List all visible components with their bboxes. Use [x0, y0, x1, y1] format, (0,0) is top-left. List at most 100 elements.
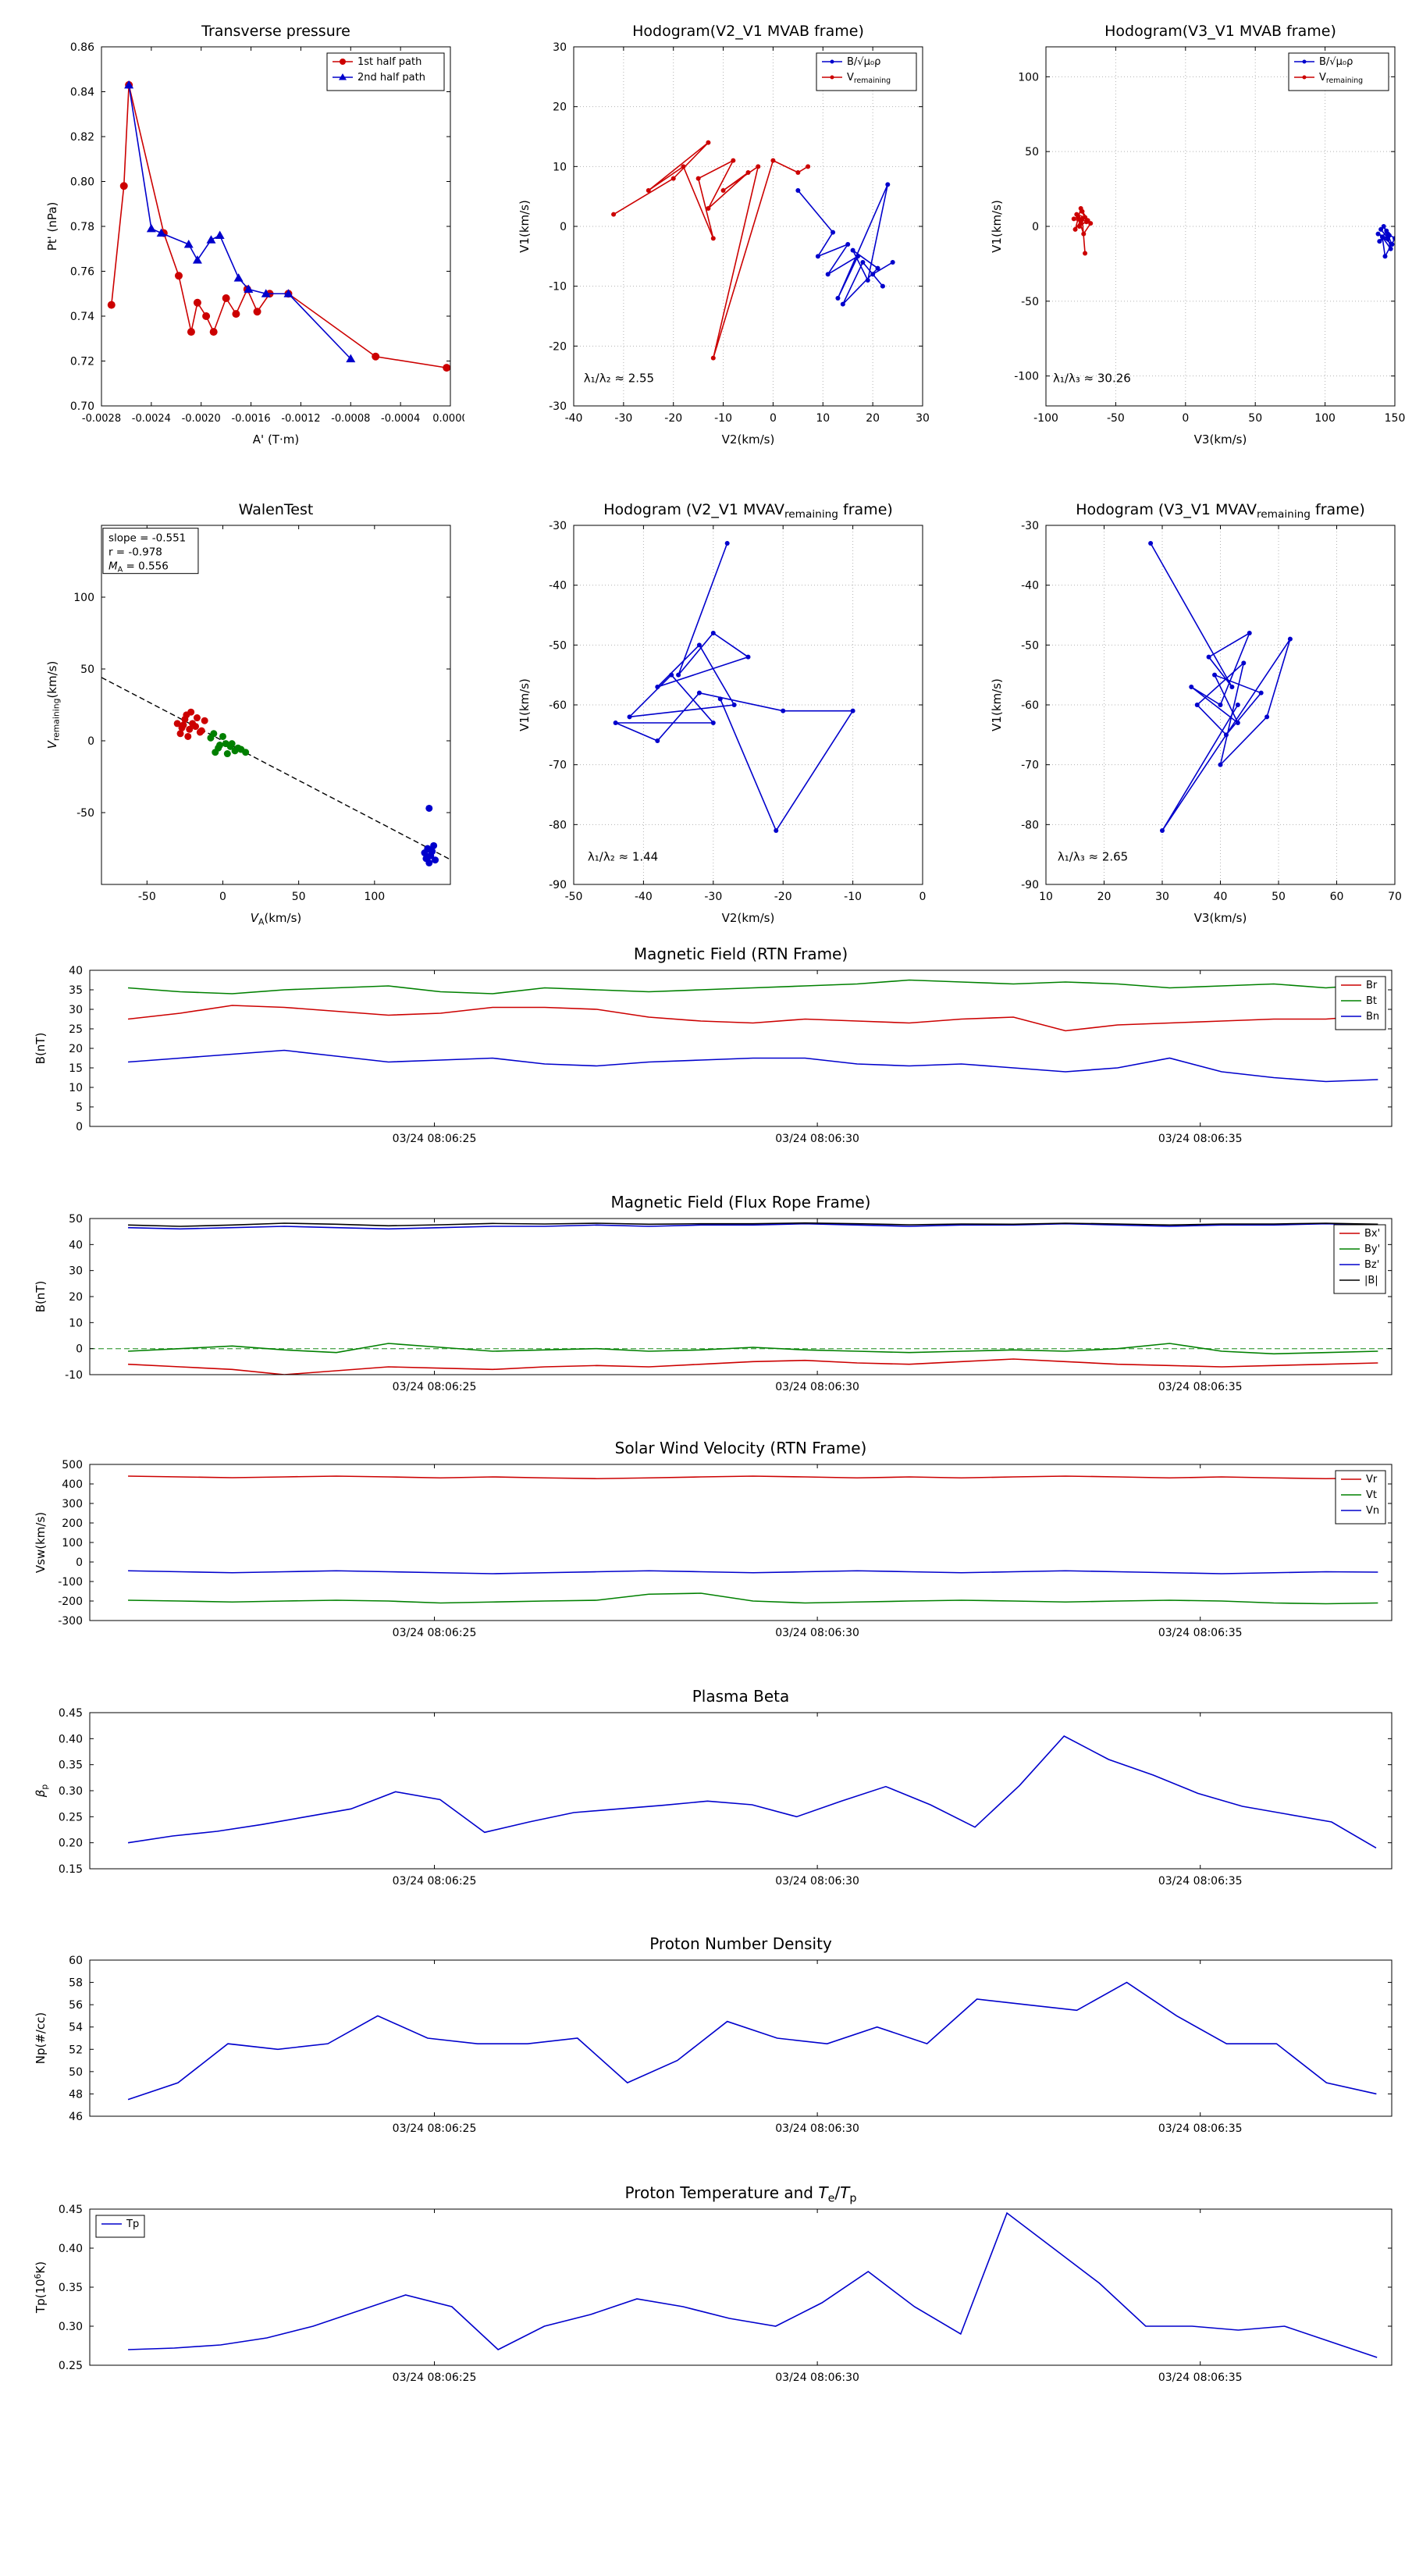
svg-text:400: 400 — [62, 1478, 83, 1491]
svg-text:03/24 08:06:25: 03/24 08:06:25 — [393, 1875, 477, 1888]
svg-text:50: 50 — [292, 891, 306, 903]
svg-text:300: 300 — [62, 1498, 83, 1510]
svg-text:-50: -50 — [565, 891, 583, 903]
svg-text:-10: -10 — [844, 891, 862, 903]
svg-text:VA(km/s): VA(km/s) — [251, 911, 302, 927]
chart-hodogram-v3v1-mvav: 10 20 30 40 50 60 70 -90 -80 -70 -60 -50 -40 -30 Hodog… — [972, 490, 1405, 951]
svg-text:0: 0 — [76, 1343, 83, 1356]
svg-text:70: 70 — [1388, 891, 1402, 903]
chart-hodogram-v3v1-mvab: -100 -50 0 50 100 150 -100 -50 0 50 100 Hodogram(V3… — [972, 12, 1405, 472]
svg-text:Tp: Tp — [126, 2218, 139, 2230]
svg-text:30: 30 — [69, 1004, 83, 1016]
svg-text:100: 100 — [364, 891, 385, 903]
svg-text:03/24 08:06:30: 03/24 08:06:30 — [775, 1133, 859, 1145]
svg-text:5: 5 — [76, 1101, 83, 1114]
svg-text:40: 40 — [1214, 891, 1228, 903]
svg-text:-200: -200 — [58, 1596, 83, 1608]
svg-text:0.25: 0.25 — [59, 2360, 83, 2372]
svg-text:-50: -50 — [138, 891, 156, 903]
svg-text:-0.0012: -0.0012 — [281, 413, 320, 425]
svg-text:Vt: Vt — [1366, 1489, 1377, 1501]
svg-text:56: 56 — [69, 1999, 83, 2012]
svg-text:50: 50 — [69, 1213, 83, 1226]
svg-text:B(nT): B(nT) — [34, 1033, 48, 1065]
svg-text:V1(km/s): V1(km/s) — [518, 200, 532, 253]
svg-text:03/24 08:06:35: 03/24 08:06:35 — [1158, 1627, 1243, 1639]
svg-text:100: 100 — [73, 592, 94, 604]
chart-hodogram-v2v1-mvav: -50 -40 -30 -20 -10 0 -90 -80 -70 -60 -50 -40 -30 Hod… — [500, 490, 937, 951]
chart-magnetic-field-flux-rope: 03/24 08:06:25 03/24 08:06:30 03/24 08:06:… — [20, 1181, 1401, 1415]
svg-text:03/24 08:06:35: 03/24 08:06:35 — [1158, 1133, 1243, 1145]
svg-text:03/24 08:06:30: 03/24 08:06:30 — [775, 1875, 859, 1888]
svg-text:50: 50 — [80, 664, 94, 676]
svg-text:20: 20 — [69, 1291, 83, 1304]
svg-text:-60: -60 — [1021, 699, 1039, 712]
svg-text:-50: -50 — [1021, 296, 1039, 308]
svg-text:0: 0 — [560, 221, 567, 233]
svg-text:50: 50 — [1272, 891, 1286, 903]
svg-text:0: 0 — [76, 1557, 83, 1569]
svg-text:35: 35 — [69, 984, 83, 997]
chart-proton-temperature: 03/24 08:06:25 03/24 08:06:30 03/24 08:06:… — [20, 2172, 1401, 2406]
svg-text:03/24 08:06:35: 03/24 08:06:35 — [1158, 1381, 1243, 1393]
svg-text:B/√μ₀ρ: B/√μ₀ρ — [847, 56, 880, 68]
svg-text:03/24 08:06:25: 03/24 08:06:25 — [393, 2371, 477, 2384]
svg-text:0.45: 0.45 — [59, 1707, 83, 1720]
svg-text:-50: -50 — [76, 807, 94, 820]
svg-text:Vremaining: Vremaining — [847, 72, 891, 85]
svg-text:0.30: 0.30 — [59, 2321, 83, 2333]
svg-text:-0.0004: -0.0004 — [381, 413, 420, 425]
svg-text:A' (T·m): A' (T·m) — [253, 432, 299, 447]
svg-text:100: 100 — [1314, 412, 1336, 425]
svg-text:-20: -20 — [774, 891, 792, 903]
svg-text:03/24 08:06:25: 03/24 08:06:25 — [393, 1133, 477, 1145]
svg-text:0: 0 — [1032, 221, 1039, 233]
svg-text:03/24 08:06:25: 03/24 08:06:25 — [393, 2122, 477, 2135]
svg-text:03/24 08:06:30: 03/24 08:06:30 — [775, 2122, 859, 2135]
svg-text:2nd half path: 2nd half path — [357, 72, 425, 84]
svg-text:Hodogram(V2_V1 MVAB frame): Hodogram(V2_V1 MVAB frame) — [632, 23, 864, 40]
svg-text:0.78: 0.78 — [70, 221, 94, 233]
svg-text:10: 10 — [1039, 891, 1053, 903]
chart-magnetic-field-rtn: 03/24 08:06:25 03/24 08:06:30 03/24 08:06:… — [20, 933, 1401, 1167]
svg-text:-0.0016: -0.0016 — [231, 413, 270, 425]
svg-text:60: 60 — [69, 1955, 83, 1967]
svg-text:30: 30 — [69, 1265, 83, 1278]
svg-text:Pt' (nPa): Pt' (nPa) — [45, 202, 59, 251]
svg-text:Solar Wind Velocity (RTN Frame: Solar Wind Velocity (RTN Frame) — [615, 1439, 867, 1457]
svg-text:0.45: 0.45 — [59, 2204, 83, 2216]
svg-text:Proton Number Density: Proton Number Density — [649, 1934, 832, 1953]
svg-text:0.80: 0.80 — [70, 176, 94, 189]
svg-text:Plasma Beta: Plasma Beta — [692, 1687, 790, 1706]
svg-text:03/24 08:06:30: 03/24 08:06:30 — [775, 1627, 859, 1639]
svg-text:03/24 08:06:35: 03/24 08:06:35 — [1158, 2371, 1243, 2384]
svg-text:40: 40 — [69, 965, 83, 977]
svg-text:-80: -80 — [549, 819, 567, 831]
svg-text:-100: -100 — [1014, 371, 1039, 383]
svg-text:λ₁/λ₃ ≈ 30.26: λ₁/λ₃ ≈ 30.26 — [1053, 371, 1131, 385]
svg-text:B/√μ₀ρ: B/√μ₀ρ — [1319, 56, 1353, 68]
svg-text:03/24 08:06:30: 03/24 08:06:30 — [775, 1381, 859, 1393]
svg-text:25: 25 — [69, 1023, 83, 1036]
svg-text:-50: -50 — [1107, 412, 1125, 425]
svg-text:52: 52 — [69, 2044, 83, 2056]
svg-text:100: 100 — [62, 1537, 83, 1550]
svg-text:-0.0020: -0.0020 — [182, 413, 221, 425]
svg-text:-30: -30 — [549, 520, 567, 532]
svg-text:0: 0 — [219, 891, 226, 903]
svg-text:λ₁/λ₂ ≈ 2.55: λ₁/λ₂ ≈ 2.55 — [584, 371, 654, 385]
chart-hodogram-v2v1-mvab: -40 -30 -20 -10 0 10 20 30 -30 -20 -10 0 10 20 30 Hodog… — [500, 12, 937, 472]
svg-text:Vremaining(km/s): Vremaining(km/s) — [45, 661, 61, 749]
svg-text:500: 500 — [62, 1459, 83, 1471]
svg-text:V3(km/s): V3(km/s) — [1194, 432, 1247, 447]
svg-text:-10: -10 — [65, 1369, 83, 1382]
svg-text:-20: -20 — [549, 340, 567, 353]
svg-text:0.20: 0.20 — [59, 1838, 83, 1850]
svg-text:Magnetic Field (Flux Rope Fram: Magnetic Field (Flux Rope Frame) — [611, 1193, 871, 1212]
svg-text:30: 30 — [916, 412, 930, 425]
svg-text:200: 200 — [62, 1517, 83, 1530]
svg-text:20: 20 — [69, 1043, 83, 1055]
svg-text:-40: -40 — [549, 580, 567, 592]
svg-text:MA = 0.556: MA = 0.556 — [108, 560, 169, 575]
